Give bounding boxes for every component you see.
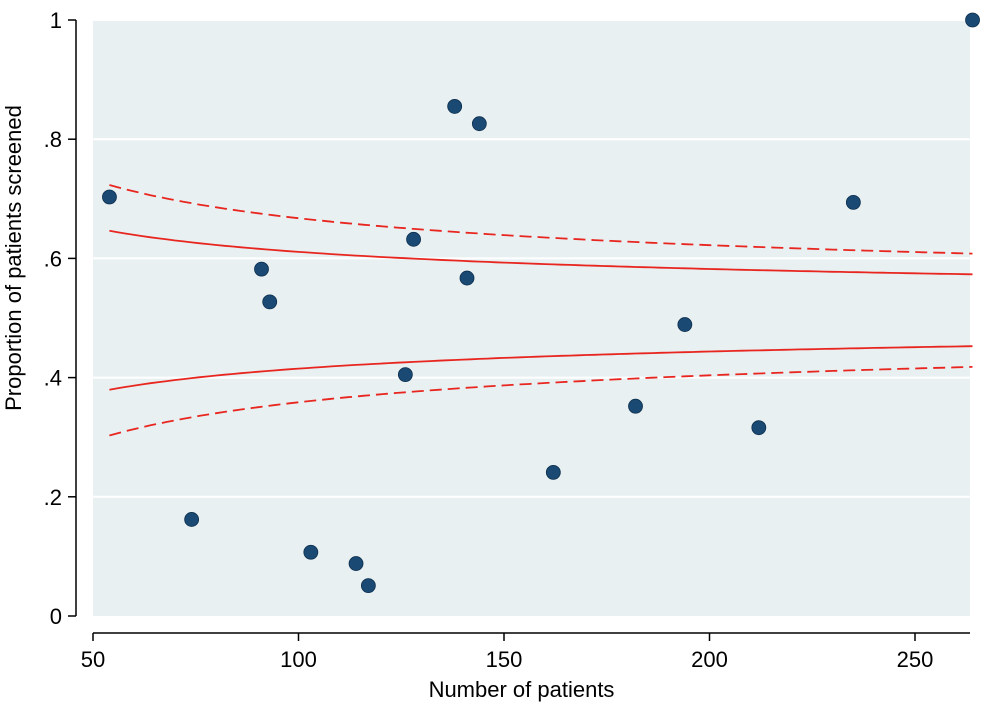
data-point (184, 512, 200, 527)
control-limits (109, 184, 973, 437)
x-tick-label: 50 (81, 647, 105, 672)
data-point (447, 99, 463, 114)
lower-dashed-limit-line (109, 366, 973, 437)
x-axis-title: Number of patients (429, 677, 615, 702)
upper-solid-limit-line (109, 229, 973, 276)
y-tick-label: .8 (44, 127, 62, 152)
data-point (459, 270, 475, 286)
data-point (677, 317, 693, 332)
data-point (102, 189, 117, 205)
y-tick-label: .6 (44, 246, 62, 271)
data-point (471, 116, 487, 132)
data-point (545, 464, 561, 480)
data-point (406, 231, 421, 247)
data-point (845, 194, 861, 210)
data-points (102, 12, 980, 594)
data-point (254, 261, 269, 277)
y-tick-label: .4 (44, 366, 62, 391)
data-point (965, 12, 980, 28)
x-tick-label: 250 (897, 647, 934, 672)
data-point (751, 420, 767, 436)
y-axis-title: Proportion of patients screened (1, 105, 26, 411)
data-point (628, 398, 643, 414)
y-tick-label: .2 (44, 485, 62, 510)
x-tick-label: 100 (280, 647, 317, 672)
lower-solid-limit-line (109, 345, 973, 391)
grid-lines (93, 19, 970, 498)
y-tick-label: 1 (50, 8, 62, 33)
data-point (348, 556, 364, 571)
y-tick-label: 0 (50, 604, 62, 629)
upper-dashed-limit-line (109, 184, 973, 255)
data-point (303, 544, 319, 560)
x-tick-label: 150 (486, 647, 523, 672)
data-point (360, 578, 376, 594)
data-point (397, 367, 413, 383)
plot-background (93, 20, 970, 616)
x-tick-label: 200 (691, 647, 728, 672)
data-point (262, 294, 278, 310)
